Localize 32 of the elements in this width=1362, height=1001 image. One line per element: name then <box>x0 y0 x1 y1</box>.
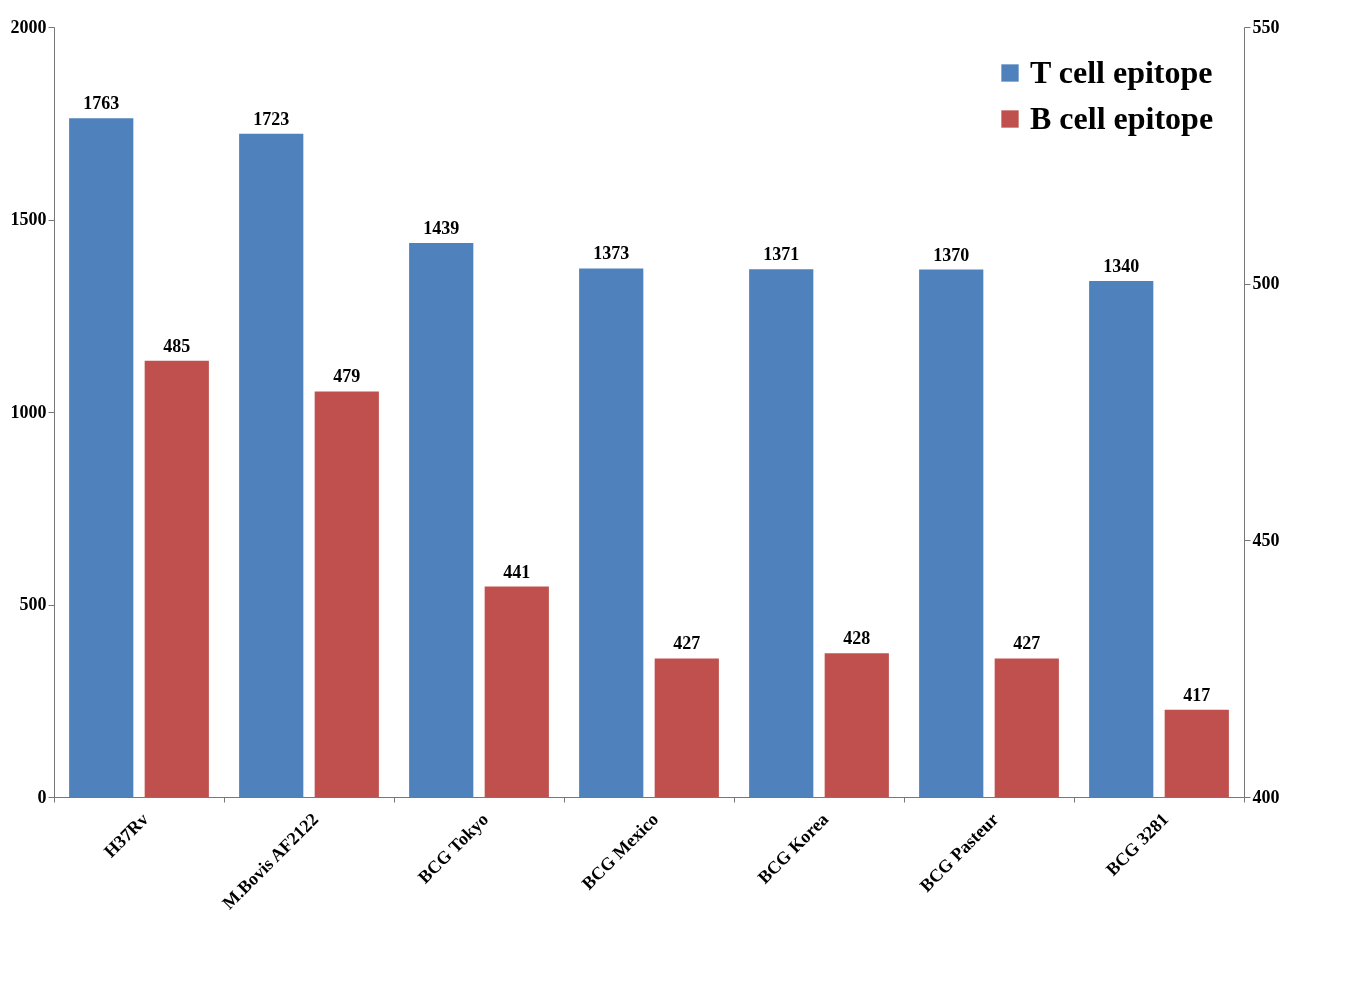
data-label: 1373 <box>593 243 630 264</box>
y2-tick-label: 550 <box>1252 16 1280 37</box>
y-tick-label: 0 <box>37 786 47 807</box>
data-label: 1723 <box>253 108 290 129</box>
data-label: 1370 <box>933 244 970 265</box>
data-label: 1439 <box>423 217 460 238</box>
data-label: 1763 <box>83 93 120 114</box>
bar <box>1089 281 1154 797</box>
data-label: 485 <box>163 335 191 356</box>
y-tick-label: 1000 <box>10 401 47 422</box>
bar <box>239 133 304 797</box>
data-label: 479 <box>333 366 361 387</box>
data-label: 1340 <box>1103 256 1140 277</box>
y-tick-label: 500 <box>19 594 47 614</box>
bar <box>69 118 134 797</box>
data-label: 417 <box>1183 684 1211 705</box>
data-label: 427 <box>673 633 701 654</box>
data-label: 427 <box>1013 633 1041 654</box>
bar <box>919 269 984 797</box>
data-label: 441 <box>503 561 531 582</box>
y2-tick-label: 400 <box>1252 786 1280 807</box>
y-tick-label: 1500 <box>10 209 47 229</box>
y2-tick-label: 500 <box>1252 273 1280 294</box>
bar <box>579 268 644 797</box>
data-label: 1371 <box>763 244 800 265</box>
bar <box>409 242 474 797</box>
legend-label: B cell epitope <box>1030 100 1214 136</box>
data-label: 428 <box>843 628 871 649</box>
y-tick-label: 2000 <box>10 16 47 37</box>
legend-label: T cell epitope <box>1030 54 1213 90</box>
y2-tick-label: 450 <box>1252 529 1280 550</box>
bar <box>749 269 814 797</box>
